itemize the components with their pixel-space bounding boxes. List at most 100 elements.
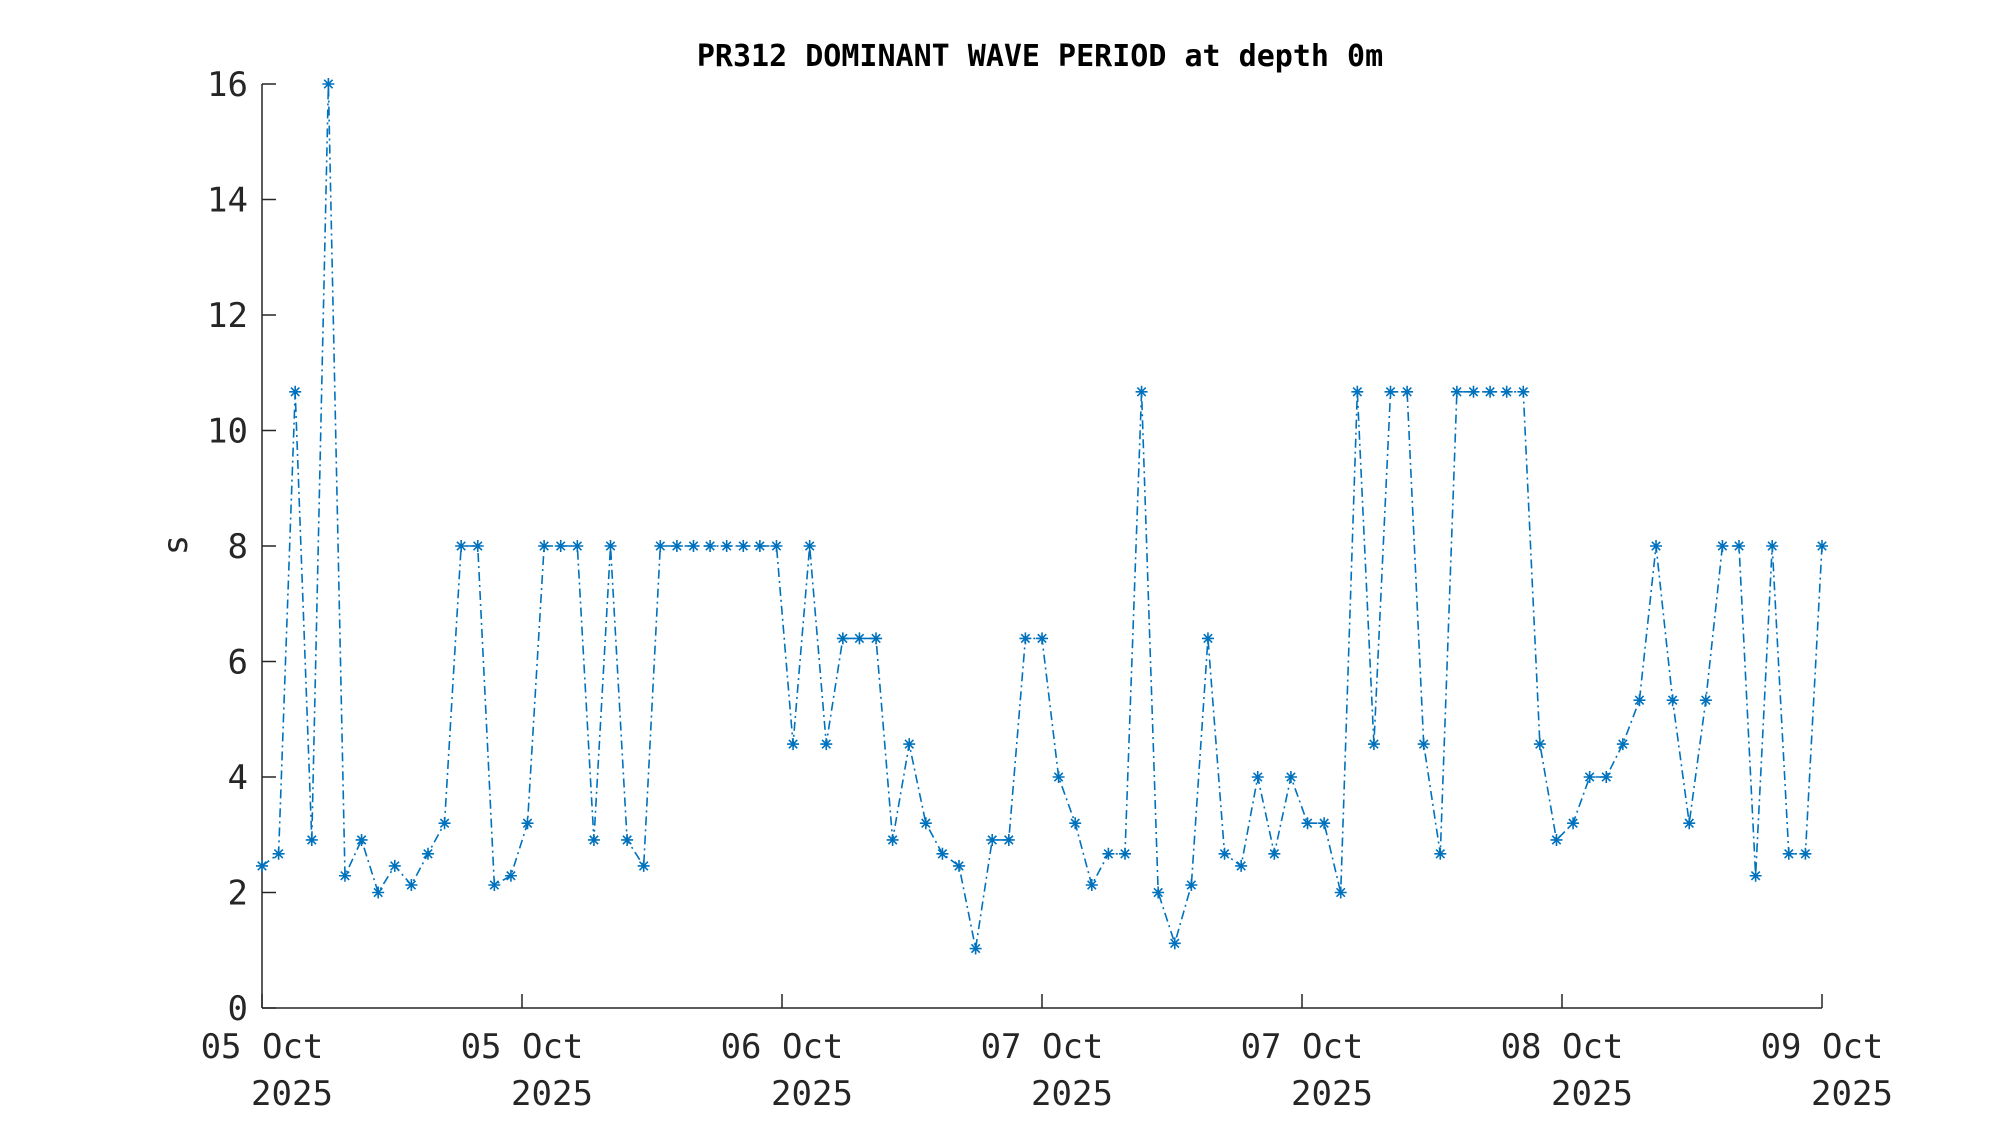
axes: 0 2 4 6 8 10 12 14 16 05 Oct 2025 05 Oct 2025 06 Oct 2… [201, 65, 1893, 1114]
data-point [571, 540, 584, 552]
data-point [953, 859, 966, 872]
x-tick-label-date: 06 Oct [721, 1027, 844, 1067]
data-point [1036, 632, 1048, 645]
x-tick-label-date: 07 Oct [981, 1027, 1104, 1067]
data-point [1351, 385, 1364, 398]
data-point [1019, 632, 1032, 645]
chart-title: PR312 DOMINANT WAVE PERIOD at depth 0m [697, 39, 1383, 74]
data-point [538, 540, 551, 552]
data-point [1749, 869, 1762, 882]
data-point [1085, 878, 1098, 891]
x-tick-label-year: 2025 [251, 1074, 333, 1114]
data-point [1052, 771, 1065, 783]
data-point [1666, 694, 1679, 707]
data-point [1467, 385, 1480, 398]
data-point [1683, 817, 1696, 830]
y-tick-label: 2 [228, 874, 248, 914]
data-point [521, 817, 534, 830]
x-tick-label-date: 08 Oct [1501, 1027, 1624, 1067]
data-point [1699, 694, 1712, 707]
data-point [670, 540, 683, 552]
data-point [654, 540, 667, 552]
data-point [1268, 847, 1281, 860]
x-tick-label-year: 2025 [511, 1074, 593, 1114]
data-point [438, 817, 451, 830]
data-point [1384, 385, 1397, 398]
data-point [1185, 878, 1198, 891]
data-point [1251, 771, 1264, 783]
data-point [1583, 771, 1596, 783]
data-point [1733, 540, 1746, 552]
data-point [604, 540, 617, 552]
data-point [870, 632, 883, 645]
data-point [1002, 833, 1015, 846]
data-point [1301, 817, 1314, 830]
data-point [1616, 738, 1629, 751]
data-point [720, 540, 733, 552]
data-point [1500, 385, 1513, 398]
data-point [1550, 833, 1563, 846]
data-point [421, 847, 434, 860]
data-point [272, 847, 285, 860]
y-tick-label: 10 [207, 412, 248, 452]
data-point [1816, 540, 1828, 552]
x-tick-label-date: 05 Oct [461, 1027, 584, 1067]
data-point [1235, 859, 1248, 872]
data-point [372, 886, 385, 899]
y-axis-label: s [156, 535, 196, 555]
data-point [1318, 817, 1331, 830]
data-point [853, 632, 866, 645]
y-tick-label: 12 [207, 296, 248, 336]
data-point [687, 540, 700, 552]
data-point [455, 540, 468, 552]
data-point [1633, 694, 1646, 707]
data-point [1782, 847, 1795, 860]
data-point [1118, 847, 1131, 860]
data-point [488, 878, 501, 891]
series-line [261, 83, 1823, 949]
data-point [936, 847, 949, 860]
data-point [753, 540, 766, 552]
data-point [1434, 847, 1447, 860]
x-tick-label-year: 2025 [1291, 1074, 1373, 1114]
data-point [471, 540, 484, 552]
x-tick-label-year: 2025 [1031, 1074, 1113, 1114]
data-point [1716, 540, 1729, 552]
x-tick-label-date: 05 Oct [201, 1027, 324, 1067]
data-point [1334, 886, 1347, 899]
data-point [1450, 385, 1463, 398]
data-point [836, 632, 849, 645]
data-point [1799, 847, 1812, 860]
data-point [1201, 632, 1214, 645]
y-tick-label: 16 [207, 65, 248, 105]
data-point [388, 859, 401, 872]
data-point [1401, 385, 1414, 398]
x-tick-label-year: 2025 [1811, 1074, 1893, 1114]
data-point [621, 833, 634, 846]
x-tick-label-date: 07 Oct [1241, 1027, 1364, 1067]
data-point [919, 817, 932, 830]
data-point [986, 833, 999, 846]
data-point [1069, 817, 1082, 830]
data-point [1517, 385, 1530, 398]
data-point [969, 942, 982, 955]
data-point [587, 833, 600, 846]
x-tick-label-year: 2025 [1551, 1074, 1633, 1114]
data-point [338, 869, 351, 882]
y-tick-label: 0 [228, 989, 248, 1029]
data-point [1600, 771, 1613, 783]
data-point [637, 859, 650, 872]
data-point [787, 738, 800, 751]
y-tick-label: 4 [228, 758, 248, 798]
data-point [1284, 771, 1297, 783]
x-tick-label-date: 09 Oct [1761, 1027, 1884, 1067]
data-point [886, 833, 899, 846]
data-point [803, 540, 816, 552]
y-tick-label: 14 [207, 181, 248, 221]
x-tick-label-year: 2025 [771, 1074, 853, 1114]
data-point [554, 540, 567, 552]
data-point [305, 833, 318, 846]
data-point [289, 385, 302, 398]
